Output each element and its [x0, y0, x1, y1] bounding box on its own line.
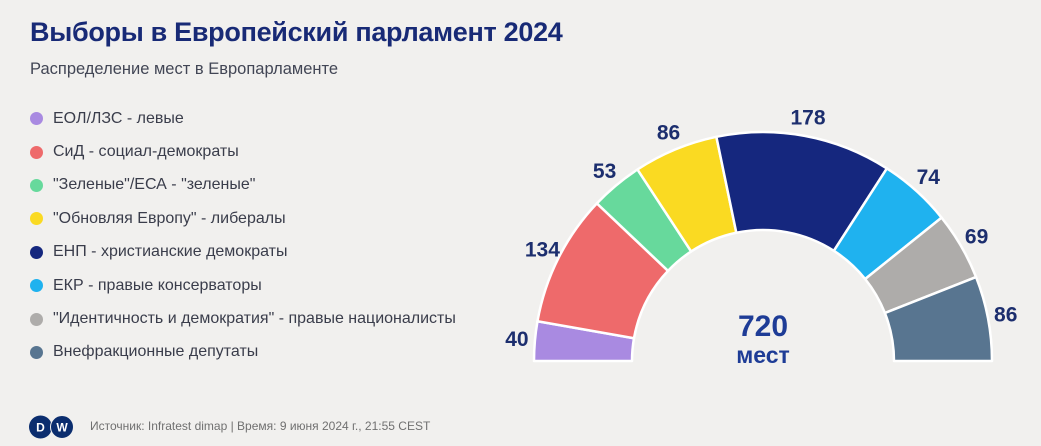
segment-value-label-2: 134	[525, 238, 560, 261]
legend-item: "Обновляя Европу" - либералы	[30, 202, 456, 235]
total-seats-unit: мест	[736, 342, 790, 368]
total-seats-value: 720	[737, 310, 789, 343]
legend-item-label: "Зеленые"/ЕСА - "зеленые"	[53, 176, 256, 194]
dw-logo-circle-right	[50, 415, 74, 439]
legend-dot-icon	[30, 178, 43, 192]
legend-item-label: СиД - социал-демократы	[53, 143, 239, 161]
legend-dot-icon	[30, 145, 43, 159]
legend-item-label: "Обновляя Европу" - либералы	[53, 209, 286, 227]
dw-logo-letter-w: W	[56, 421, 68, 435]
legend-dot-icon	[30, 212, 43, 226]
legend-item-label: ЕОЛ/ЛЗС - левые	[53, 109, 184, 127]
segment-value-label-5: 178	[790, 107, 825, 130]
legend-item: Внефракционные депутаты	[30, 336, 456, 369]
legend-item-label: ЕНП - христианские демократы	[53, 243, 288, 261]
page-title: Выборы в Европейский парламент 2024	[30, 17, 563, 47]
legend-item-label: Внефракционные депутаты	[53, 343, 259, 361]
legend-dot-icon	[30, 245, 43, 259]
legend-item: СиД - социал-демократы	[30, 135, 456, 168]
chart-segment-8	[883, 275, 994, 363]
legend-dot-icon	[30, 312, 43, 326]
dw-logo-letter-d: D	[36, 421, 45, 435]
legend-dot-icon	[30, 345, 43, 359]
dw-logo-circle-left	[29, 415, 52, 439]
dw-logo-icon: D W	[29, 415, 74, 439]
segment-value-label-7: 69	[965, 226, 988, 249]
segment-value-label-1: 40	[505, 328, 528, 351]
legend-item: ЕОЛ/ЛЗС - левые	[30, 102, 456, 135]
legend-item: ЕНП - христианские демократы	[30, 236, 456, 269]
segment-value-label-3: 53	[593, 160, 616, 183]
legend-dot-icon	[30, 112, 43, 126]
legend-item: ЕКР - правые консерваторы	[30, 269, 456, 302]
legend: ЕОЛ/ЛЗС - левые СиД - социал-демократы "…	[30, 102, 456, 369]
segment-value-label-6: 74	[917, 166, 941, 189]
legend-item-label: ЕКР - правые консерваторы	[53, 276, 262, 294]
legend-item: "Зеленые"/ЕСА - "зеленые"	[30, 169, 456, 202]
legend-dot-icon	[30, 279, 43, 293]
legend-item: "Идентичность и демократия" - правые нац…	[30, 302, 456, 335]
source-caption: Источник: Infratest dimap | Время: 9 июн…	[90, 419, 431, 433]
segment-value-label-4: 86	[657, 121, 680, 144]
page-subtitle: Распределение мест в Европарламенте	[30, 60, 339, 78]
legend-item-label: "Идентичность и демократия" - правые нац…	[53, 310, 456, 328]
segment-value-label-8: 86	[994, 303, 1017, 326]
